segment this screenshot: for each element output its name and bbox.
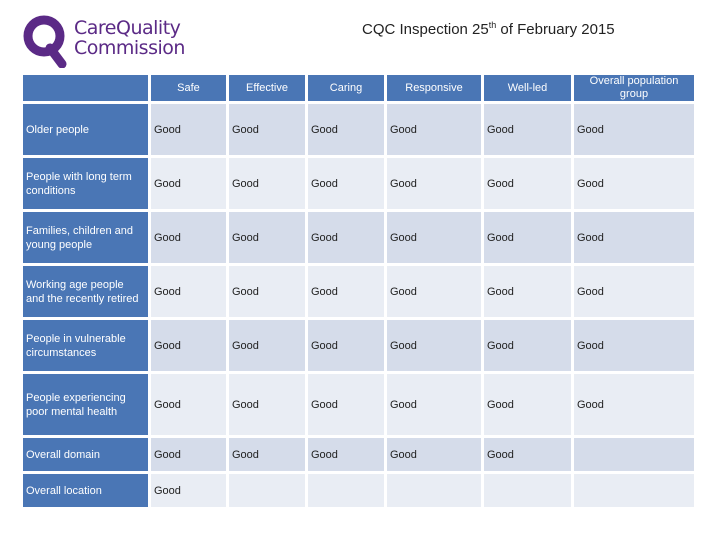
rating-cell: Good <box>151 104 226 155</box>
row-label: People in vulnerable circumstances <box>23 320 148 371</box>
page-title: CQC Inspection 25th of February 2015 <box>362 20 615 38</box>
rating-cell: Good <box>484 266 571 317</box>
rating-cell: Good <box>484 158 571 209</box>
column-header: Overall population group <box>574 75 694 101</box>
rating-cell: Good <box>229 212 305 263</box>
rating-cell: Good <box>151 158 226 209</box>
rating-cell <box>574 438 694 471</box>
row-label: People experiencing poor mental health <box>23 374 148 435</box>
rating-cell: Good <box>308 212 384 263</box>
column-header: Caring <box>308 75 384 101</box>
table-row: People experiencing poor mental health Go… <box>23 374 694 435</box>
rating-cell <box>574 474 694 507</box>
rating-cell: Good <box>574 158 694 209</box>
table-row: Overall domain Good Good Good Good Good <box>23 438 694 471</box>
rating-cell: Good <box>308 438 384 471</box>
rating-cell: Good <box>151 474 226 507</box>
cqc-logo: CareQuality Commission <box>22 12 185 68</box>
rating-cell <box>387 474 481 507</box>
rating-cell: Good <box>308 104 384 155</box>
rating-cell: Good <box>484 320 571 371</box>
rating-cell: Good <box>229 104 305 155</box>
rating-cell <box>229 474 305 507</box>
rating-cell: Good <box>387 320 481 371</box>
rating-cell: Good <box>387 158 481 209</box>
column-header: Responsive <box>387 75 481 101</box>
rating-cell: Good <box>574 320 694 371</box>
rating-cell: Good <box>574 212 694 263</box>
rating-cell: Good <box>229 266 305 317</box>
rating-cell: Good <box>387 104 481 155</box>
column-header: Effective <box>229 75 305 101</box>
rating-cell: Good <box>308 374 384 435</box>
rating-cell: Good <box>574 104 694 155</box>
row-label: Overall location <box>23 474 148 507</box>
rating-cell: Good <box>484 374 571 435</box>
rating-cell: Good <box>229 320 305 371</box>
rating-cell: Good <box>308 266 384 317</box>
rating-cell: Good <box>151 266 226 317</box>
rating-cell: Good <box>229 374 305 435</box>
rating-cell: Good <box>484 104 571 155</box>
rating-cell: Good <box>151 438 226 471</box>
table-row: People with long term conditions Good Good… <box>23 158 694 209</box>
table-row: Working age people and the recently reti… <box>23 266 694 317</box>
title-suffix: of February 2015 <box>496 21 615 38</box>
table-header-row: Safe Effective Caring Responsive Well-le… <box>23 75 694 101</box>
logo-text-line1: CareQuality <box>74 17 181 39</box>
rating-cell: Good <box>151 374 226 435</box>
rating-cell: Good <box>229 438 305 471</box>
row-label: People with long term conditions <box>23 158 148 209</box>
rating-cell: Good <box>308 158 384 209</box>
table-row: People in vulnerable circumstances Good Go… <box>23 320 694 371</box>
table-row: Older people Good Good Good Good Good Good <box>23 104 694 155</box>
title-ordinal: th <box>488 20 497 30</box>
rating-cell: Good <box>229 158 305 209</box>
rating-cell: Good <box>484 212 571 263</box>
row-label: Working age people and the recently reti… <box>23 266 148 317</box>
ratings-table: Safe Effective Caring Responsive Well-le… <box>20 72 697 510</box>
table-row: Overall location Good <box>23 474 694 507</box>
rating-cell: Good <box>574 374 694 435</box>
rating-cell: Good <box>484 438 571 471</box>
row-label: Older people <box>23 104 148 155</box>
row-label: Overall domain <box>23 438 148 471</box>
rating-cell: Good <box>574 266 694 317</box>
rating-cell: Good <box>308 320 384 371</box>
cqc-logo-mark-icon <box>23 15 67 68</box>
rating-cell: Good <box>387 374 481 435</box>
column-header: Well-led <box>484 75 571 101</box>
header-corner <box>23 75 148 101</box>
rating-cell: Good <box>151 320 226 371</box>
rating-cell: Good <box>387 438 481 471</box>
row-label: Families, children and young people <box>23 212 148 263</box>
title-prefix: CQC Inspection 25 <box>362 21 489 38</box>
column-header: Safe <box>151 75 226 101</box>
rating-cell: Good <box>151 212 226 263</box>
logo-text-line2: Commission <box>74 37 185 59</box>
rating-cell <box>308 474 384 507</box>
rating-cell: Good <box>387 266 481 317</box>
table-row: Families, children and young people Good G… <box>23 212 694 263</box>
rating-cell: Good <box>387 212 481 263</box>
rating-cell <box>484 474 571 507</box>
